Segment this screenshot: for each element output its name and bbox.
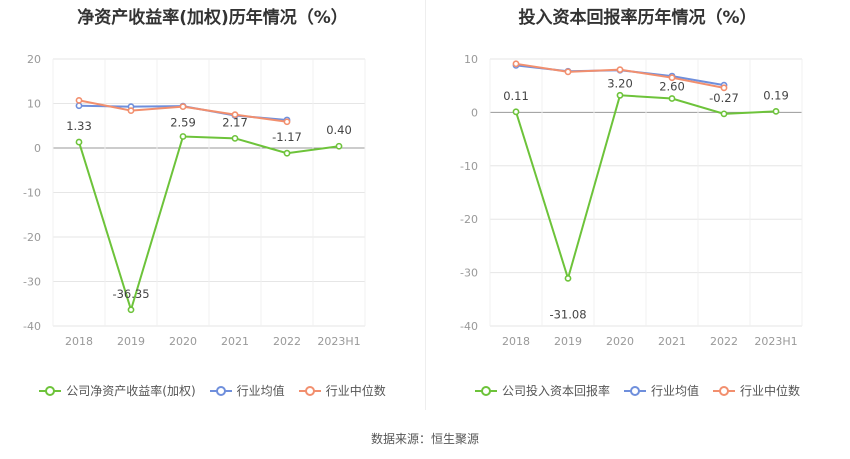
y-tick-label: 0: [34, 142, 41, 155]
y-tick-label: 20: [27, 53, 41, 66]
x-tick-label: 2019: [554, 335, 582, 348]
y-tick-label: -30: [460, 267, 478, 280]
data-point-company: [668, 95, 676, 102]
panel-divider: [425, 0, 426, 410]
chart-title-roic: 投入资本回报率历年情况（%）: [518, 8, 757, 28]
data-label: 1.33: [66, 119, 92, 133]
data-label: 0.19: [763, 88, 789, 102]
y-tick-label: 0: [471, 106, 478, 119]
data-point-industry-median: [668, 74, 676, 82]
data-point-company: [512, 108, 520, 116]
y-tick-label: -10: [460, 160, 478, 173]
x-tick-label: 2018: [502, 335, 530, 348]
data-point-company: [772, 107, 780, 115]
data-point-company: [564, 274, 572, 282]
legend-item-industry-median-roe[interactable]: 行业中位数: [298, 382, 386, 399]
legend-item-company-roic[interactable]: 公司投入资本回报率: [474, 382, 610, 399]
chart-roe: 净资产收益率(加权)历年情况（%） 20 10 0 -10 -20 -30 -40 2018 2…: [0, 0, 425, 410]
legend-label-industry-median-roe: 行业中位数: [325, 384, 386, 398]
data-point-industry-median: [127, 107, 135, 115]
chart-roic: 投入资本回报率历年情况（%） 10 0 -10 -20 -30 -40 2018 2019 20…: [425, 0, 850, 410]
legend-item-industry-avg-roic[interactable]: 行业均值: [623, 382, 699, 399]
legend-swatch-industry-avg: [623, 385, 646, 396]
y-tick-label: -10: [23, 187, 41, 200]
y-tick-label: 10: [27, 98, 41, 111]
data-point-company: [127, 306, 135, 314]
data-point-company: [75, 138, 83, 146]
x-tick-label: 2022: [273, 335, 301, 348]
x-tick-label: 2021: [221, 335, 249, 348]
data-label: -0.27: [709, 91, 739, 105]
data-point-industry-median: [512, 60, 520, 68]
data-point-company: [179, 133, 187, 140]
data-label: 0.40: [326, 123, 352, 137]
x-tick-label: 2023H1: [754, 335, 797, 348]
chart-title-roe: 净资产收益率(加权)历年情况（%）: [77, 8, 348, 28]
legend-roe: 公司净资产收益率(加权) 行业均值 行业中位数: [0, 382, 425, 399]
legend-label-industry-median-roic: 行业中位数: [740, 384, 801, 398]
legend-swatch-industry-avg: [209, 385, 232, 396]
data-label: 2.59: [170, 115, 196, 129]
data-point-industry-median: [720, 84, 728, 92]
legend-swatch-industry-median: [713, 385, 735, 396]
data-label: 0.11: [503, 89, 529, 103]
x-tick-label: 2021: [658, 335, 686, 348]
series-line-company: [515, 94, 777, 282]
legend-swatch-industry-median: [298, 385, 321, 396]
y-tick-label: -20: [23, 231, 41, 244]
y-tick-label: 10: [464, 53, 478, 66]
data-label: -31.08: [549, 307, 586, 321]
data-label: -1.17: [272, 130, 302, 144]
data-point-industry-median: [616, 66, 624, 74]
y-tick-label: -20: [460, 213, 478, 226]
data-label: 2.60: [659, 80, 685, 94]
data-label: 3.20: [607, 76, 633, 90]
data-point-company: [720, 110, 728, 118]
y-tick-label: -30: [23, 276, 41, 289]
legend-label-company-roe: 公司净资产收益率(加权): [66, 384, 196, 398]
y-tick-label: -40: [460, 320, 478, 333]
series-line-company: [78, 135, 340, 314]
legend-swatch-company: [474, 385, 497, 396]
x-tick-label: 2020: [606, 335, 634, 348]
data-label: -36.35: [112, 287, 149, 301]
data-source-note: 数据来源：恒生聚源: [370, 432, 479, 446]
x-tick-label: 2020: [169, 335, 197, 348]
data-point-industry-median: [283, 118, 291, 126]
legend-item-industry-median-roic[interactable]: 行业中位数: [713, 382, 800, 399]
data-point-industry-avg: [75, 102, 83, 110]
data-point-industry-median: [179, 103, 187, 111]
x-tick-label: 2022: [710, 335, 738, 348]
data-point-company: [335, 142, 343, 150]
x-tick-label: 2019: [117, 335, 145, 348]
legend-roic: 公司投入资本回报率 行业均值 行业中位数: [425, 382, 850, 399]
data-point-industry-median: [231, 111, 239, 119]
x-tick-label: 2023H1: [317, 335, 360, 348]
data-point-industry-median: [564, 68, 572, 76]
data-label: 2.17: [222, 115, 248, 129]
chart-plot-roic: 10 0 -10 -20 -30 -40 2018 2019 2020 2021 2022 2023H…: [460, 53, 803, 348]
legend-label-industry-avg-roe: 行业均值: [236, 384, 285, 398]
legend-swatch-company: [39, 385, 62, 396]
legend-label-company-roic: 公司投入资本回报率: [501, 384, 610, 398]
data-point-company: [283, 149, 291, 157]
data-point-company: [616, 91, 624, 99]
data-point-industry-median: [75, 96, 83, 104]
y-tick-label: -40: [23, 320, 41, 333]
legend-item-company-roe[interactable]: 公司净资产收益率(加权): [39, 382, 196, 399]
data-point-company: [231, 134, 239, 142]
legend-item-industry-avg-roe[interactable]: 行业均值: [209, 382, 285, 399]
x-tick-label: 2018: [65, 335, 93, 348]
legend-label-industry-avg-roic: 行业均值: [650, 384, 699, 398]
chart-plot-roe: 20 10 0 -10 -20 -30 -40 2018 2019 2020 2021 2022 202…: [23, 53, 366, 348]
